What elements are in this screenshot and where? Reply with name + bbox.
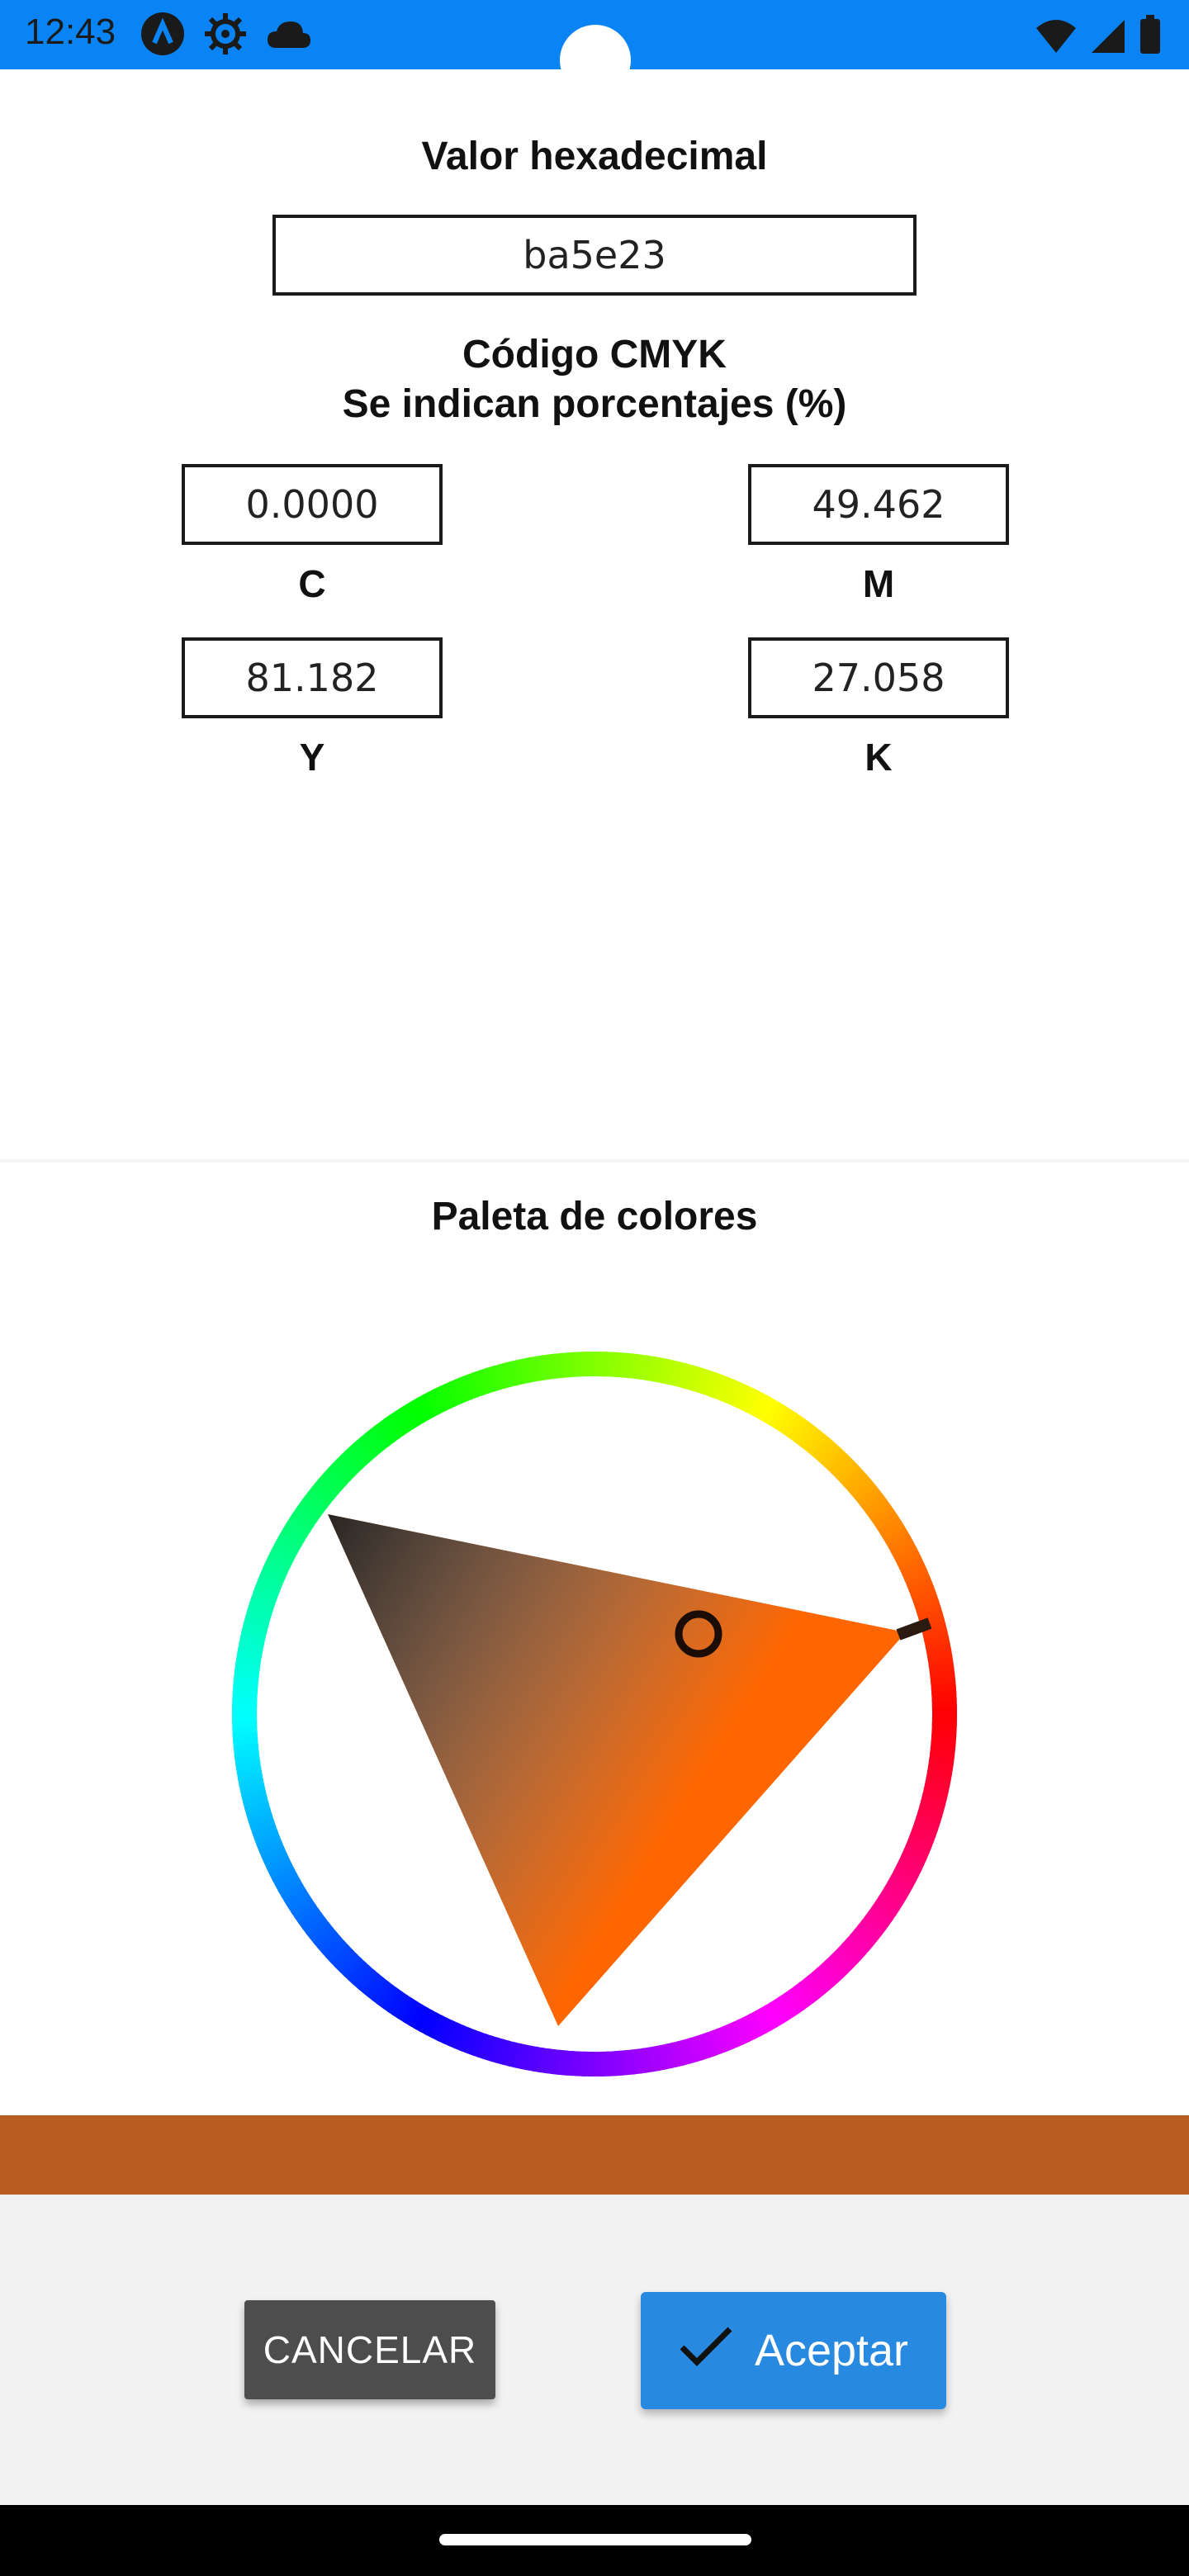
cmyk-k-label: K (865, 736, 893, 779)
check-icon (679, 2324, 733, 2378)
color-selector-handle[interactable] (675, 1610, 722, 1658)
saturation-value-triangle[interactable] (328, 1514, 906, 2026)
cmyk-m-input[interactable]: 49.462 (748, 464, 1009, 545)
cmyk-m-label: M (862, 562, 895, 605)
a-circle-icon (140, 12, 185, 60)
battery-icon (1139, 15, 1161, 59)
cmyk-y-label: Y (299, 736, 325, 779)
gear-icon (203, 12, 248, 60)
accept-button-label: Aceptar (754, 2326, 909, 2375)
home-handle[interactable] (439, 2534, 751, 2545)
cmyk-k-input[interactable]: 27.058 (748, 637, 1009, 718)
wifi-icon (1035, 18, 1077, 59)
cmyk-y-input[interactable]: 81.182 (182, 637, 443, 718)
hue-ring[interactable] (232, 1352, 958, 2077)
hue-handle[interactable] (896, 1617, 932, 1641)
dialog-footer (0, 2195, 1189, 2505)
status-time: 12:43 (25, 12, 116, 52)
cancel-button-label: CANCELAR (263, 2328, 477, 2371)
palette-title: Paleta de colores (431, 1195, 758, 1238)
selected-color-preview (0, 2115, 1189, 2195)
camera-notch (560, 25, 631, 96)
cmyk-c-input[interactable]: 0.0000 (182, 464, 443, 545)
status-right-icons (1035, 15, 1161, 59)
hex-title: Valor hexadecimal (421, 135, 768, 178)
section-divider (0, 1159, 1189, 1163)
signal-icon (1090, 18, 1126, 59)
cmyk-subtitle: Se indican porcentajes (%) (342, 382, 847, 426)
accept-button[interactable]: Aceptar (641, 2292, 946, 2409)
cmyk-title: Código CMYK (462, 333, 727, 376)
cancel-button[interactable]: CANCELAR (244, 2300, 495, 2399)
cloud-icon (266, 20, 312, 54)
hex-input[interactable]: ba5e23 (272, 215, 917, 296)
cmyk-c-label: C (298, 562, 326, 605)
color-wheel-picker[interactable] (231, 1351, 958, 2077)
